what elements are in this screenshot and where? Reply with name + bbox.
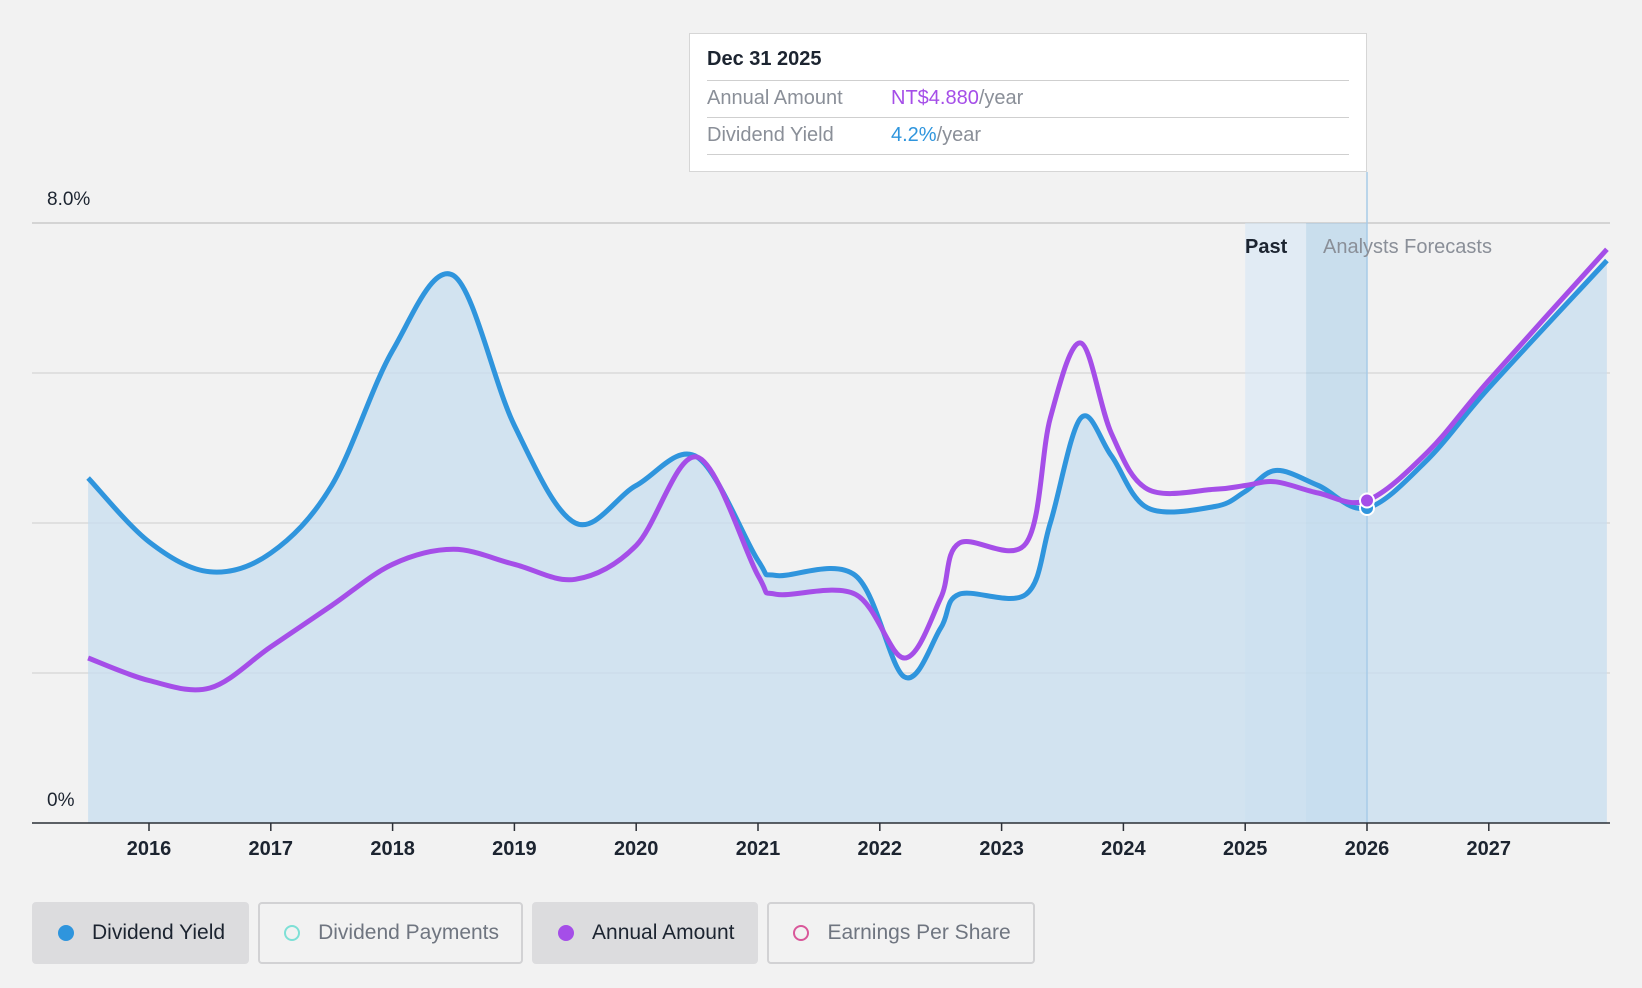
x-tick-label: 2025 xyxy=(1223,838,1268,860)
x-tick-label: 2022 xyxy=(858,838,903,860)
hollow-dot-icon xyxy=(793,925,810,941)
tooltip-value: 4.2% xyxy=(891,124,937,146)
filled-dot-icon xyxy=(558,925,575,941)
hollow-dot-icon xyxy=(284,925,301,941)
x-tick-label: 2027 xyxy=(1467,838,1512,860)
tooltip-row-dividend-yield: Dividend Yield 4.2% /year xyxy=(707,118,1349,155)
tooltip-row-annual-amount: Annual Amount NT$4.880 /year xyxy=(707,81,1349,118)
legend-earnings-per-share-button[interactable]: Earnings Per Share xyxy=(767,902,1035,964)
tooltip-value: NT$4.880 xyxy=(891,87,979,109)
tooltip-label: Dividend Yield xyxy=(707,124,834,146)
y-tick-label-top: 8.0% xyxy=(47,189,90,210)
x-tick-label: 2016 xyxy=(127,838,172,860)
legend-label: Earnings Per Share xyxy=(827,921,1011,944)
legend-annual-amount-button[interactable]: Annual Amount xyxy=(532,902,759,964)
x-tick-label: 2021 xyxy=(736,838,781,860)
legend-label: Dividend Yield xyxy=(92,921,226,944)
x-tick-label: 2023 xyxy=(979,838,1024,860)
annual-amount-line[interactable] xyxy=(87,247,1609,693)
past-label: Past xyxy=(1245,236,1288,258)
tooltip-unit: /year xyxy=(978,87,1024,109)
dividend-yield-area xyxy=(88,260,1607,823)
tooltip-unit: /year xyxy=(936,124,982,146)
x-tick-label: 2020 xyxy=(614,838,659,860)
x-axis-ticks: 2016 2017 2018 2019 2020 2021 2022 2023 2024 2025… xyxy=(127,823,1511,860)
filled-dot-icon xyxy=(58,925,74,941)
tooltip-label: Annual Amount xyxy=(707,87,843,109)
tooltip-date: Dec 31 2025 xyxy=(707,48,1349,81)
x-tick-label: 2018 xyxy=(370,838,415,860)
dividend-yield-line[interactable] xyxy=(86,258,1609,681)
tooltip: Dec 31 2025 Annual Amount NT$4.880 /year… xyxy=(689,33,1367,172)
x-tick-label: 2019 xyxy=(492,838,537,860)
legend-dividend-yield-button[interactable]: Dividend Yield xyxy=(32,902,250,964)
y-tick-label-bottom: 0% xyxy=(47,790,75,811)
x-tick-label: 2017 xyxy=(249,838,294,860)
annual-amount-marker xyxy=(1359,492,1375,509)
legend: Dividend Yield Dividend Payments Annual … xyxy=(32,902,1044,964)
legend-label: Dividend Payments xyxy=(318,921,500,944)
legend-dividend-payments-button[interactable]: Dividend Payments xyxy=(258,902,524,964)
x-tick-label: 2026 xyxy=(1345,838,1390,860)
x-tick-label: 2024 xyxy=(1101,838,1146,860)
analysts-forecasts-label: Analysts Forecasts xyxy=(1323,236,1492,258)
legend-label: Annual Amount xyxy=(592,921,735,944)
